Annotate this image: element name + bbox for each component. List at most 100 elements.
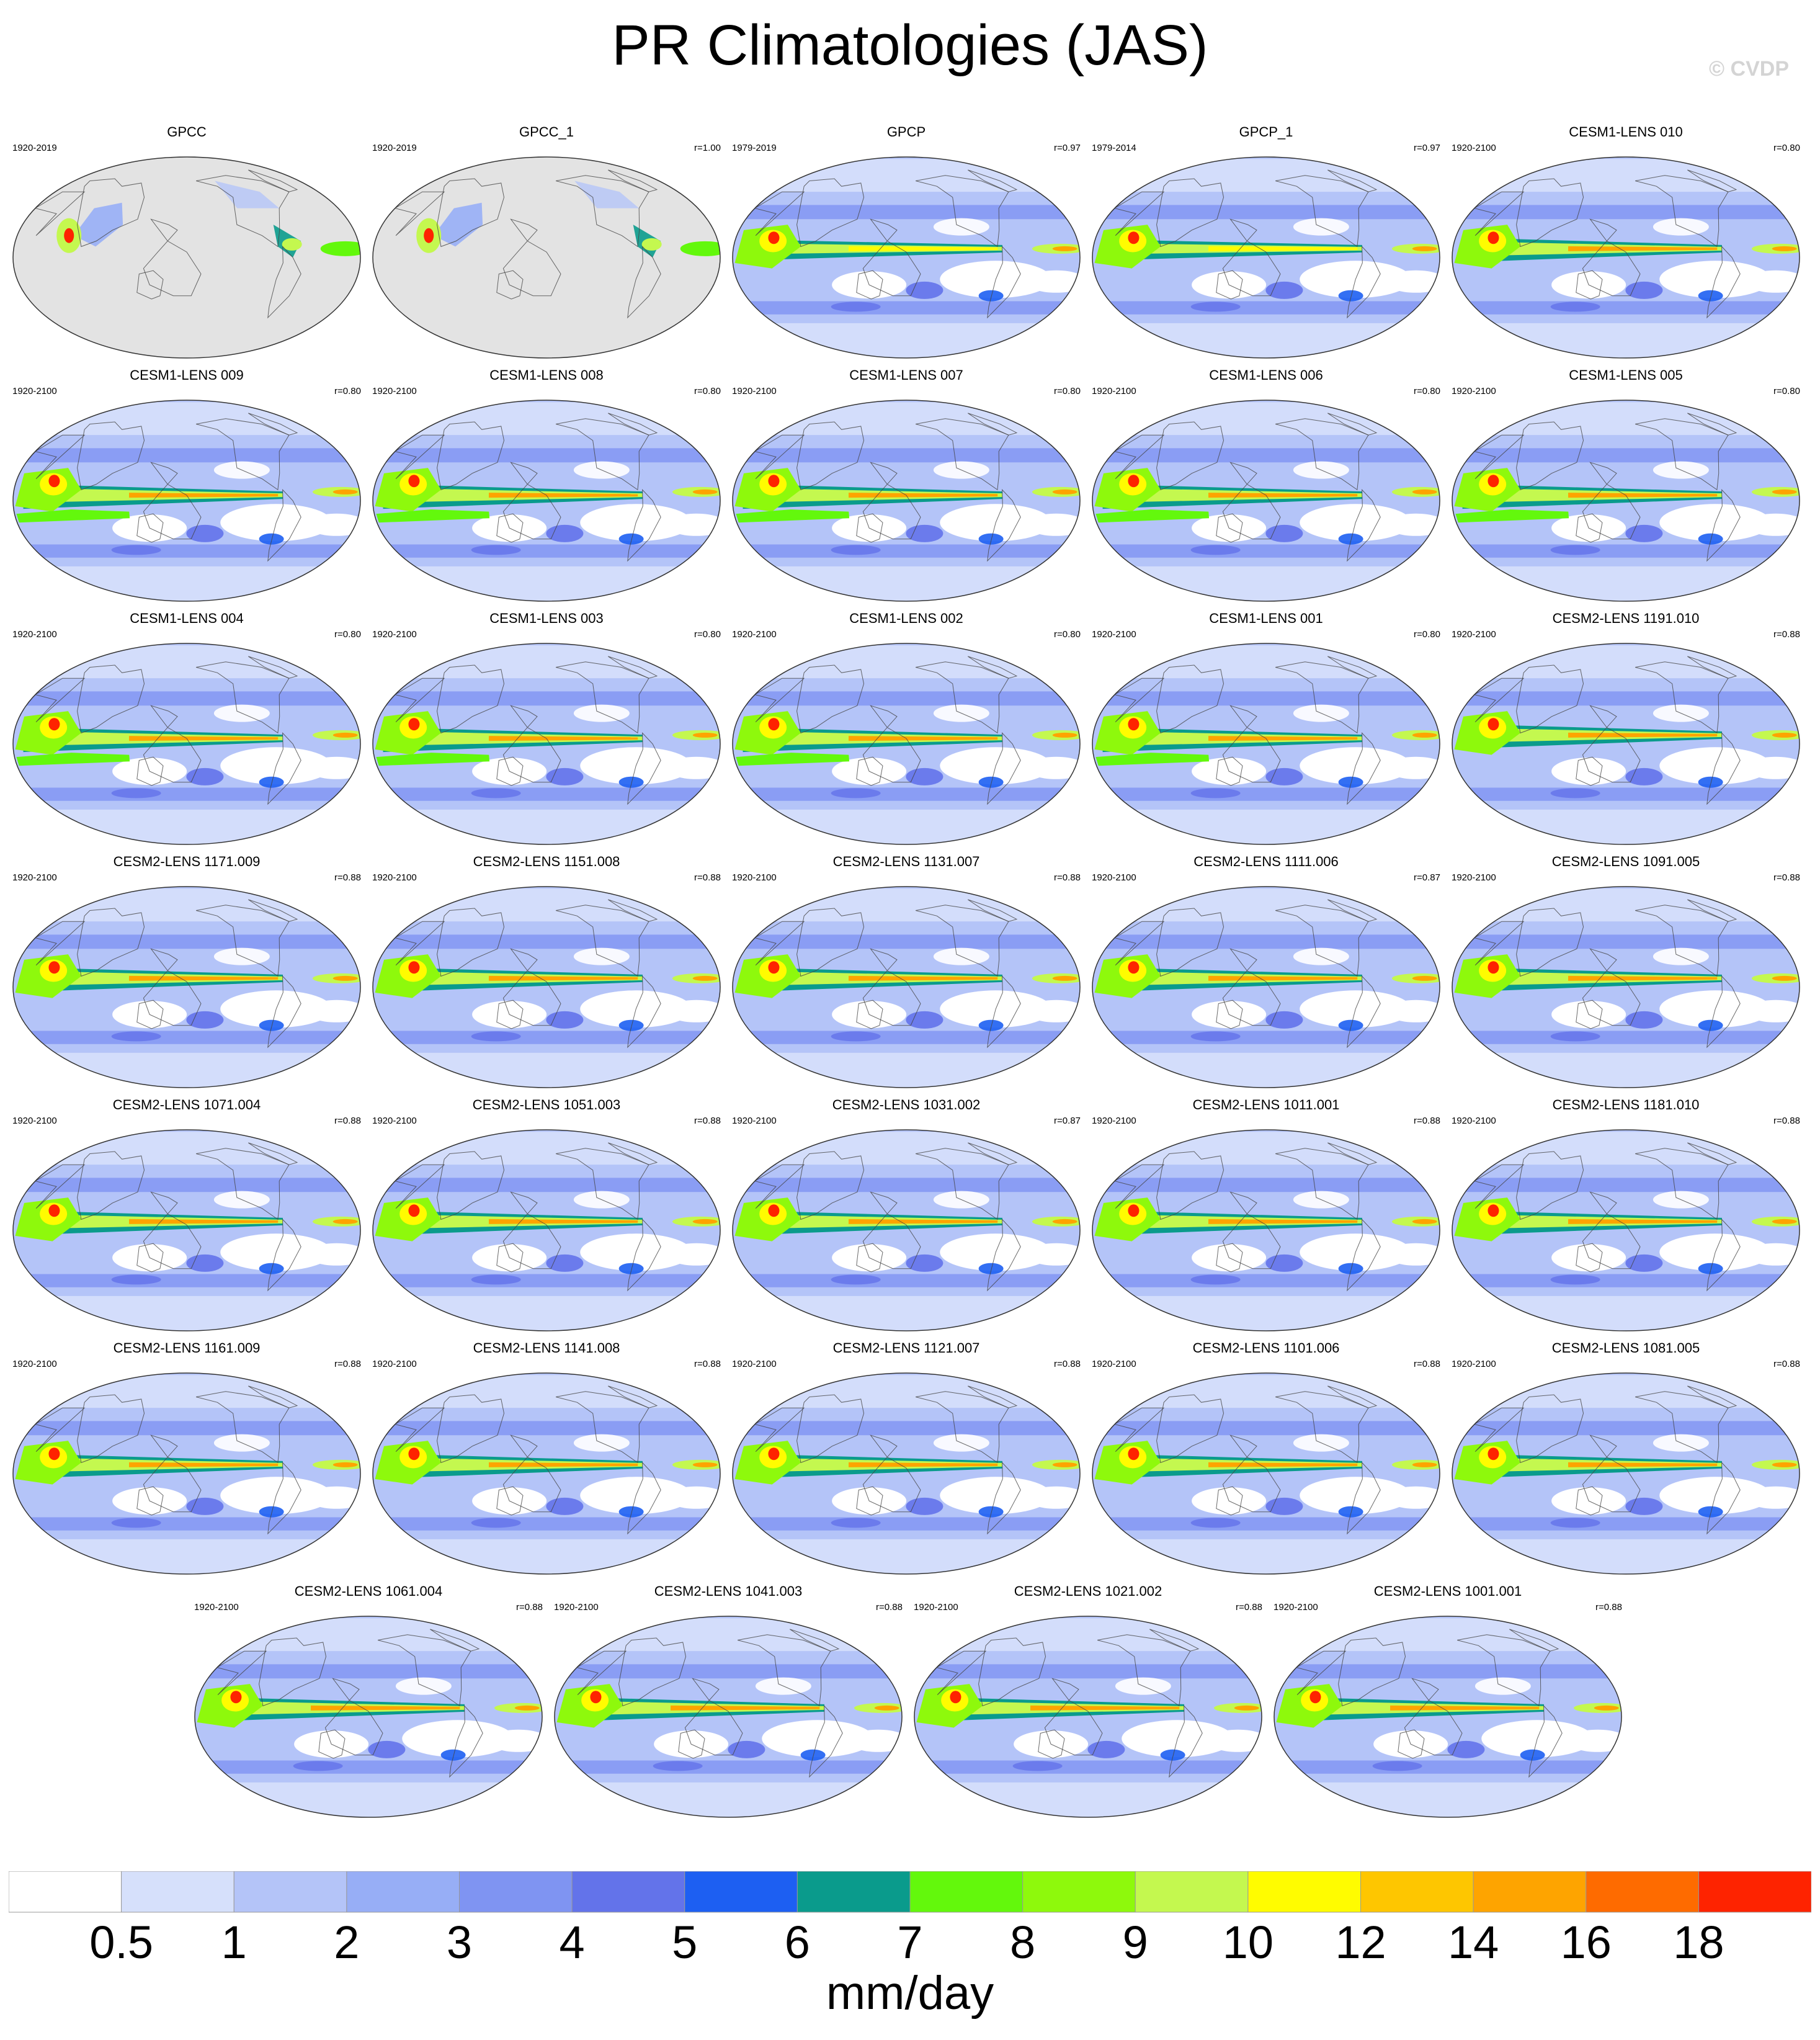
coastline <box>555 418 649 491</box>
precip-polar-north <box>1452 645 1800 679</box>
coastline <box>627 1462 661 1535</box>
itcz-band-core <box>489 1462 638 1467</box>
precip-storm-track-south <box>1092 787 1440 801</box>
precip-polar-south <box>373 1052 720 1088</box>
colorbar-swatch <box>571 1871 685 1913</box>
colorbar-tick-label: 2 <box>334 1917 359 1964</box>
map-field <box>1452 157 1800 358</box>
panel-correlation: r=0.80 <box>694 629 721 640</box>
panel-correlation: r=0.80 <box>1414 386 1440 396</box>
precip-spcz-south <box>1625 767 1663 785</box>
dry-zone-s-atlantic <box>1744 270 1800 293</box>
panel-title: GPCP_1 <box>1239 124 1293 140</box>
map-field <box>1452 400 1800 601</box>
precip-spcz-south <box>546 1497 584 1515</box>
panel-title: CESM2-LENS 1151.008 <box>473 854 620 869</box>
panel-correlation: r=0.88 <box>1414 1116 1440 1126</box>
coastline <box>987 1219 1021 1292</box>
monsoon-max <box>408 475 420 488</box>
precip-spcz-south <box>546 1011 584 1029</box>
map-panel: CESM1-LENS 009 1920-2100 r=0.80 <box>7 367 366 606</box>
itcz-band-core <box>1208 736 1358 741</box>
land-precip-asia <box>433 202 483 247</box>
precip-polar-south <box>555 1782 902 1817</box>
map-border <box>12 886 361 1088</box>
precip-blue-spot <box>1698 776 1723 788</box>
dry-zone-s-atlantic <box>1744 513 1800 536</box>
panel-years: 1920-2100 <box>372 1359 417 1369</box>
coastline <box>1404 1678 1463 1756</box>
coastline <box>1473 434 1525 480</box>
panel-correlation: r=0.87 <box>1054 1116 1081 1126</box>
coastline <box>248 1385 298 1408</box>
panel-years: 1920-2100 <box>1092 1116 1136 1126</box>
itcz-band-core <box>849 246 998 251</box>
panel-title: CESM2-LENS 1051.003 <box>472 1097 621 1112</box>
coastline <box>1222 462 1281 540</box>
coastline <box>1473 678 1525 723</box>
coastline <box>143 948 202 1026</box>
precip-storm-track-south <box>1092 1031 1440 1044</box>
coastline <box>1687 413 1737 436</box>
land-precip-central-america <box>641 238 662 251</box>
land-precip-north-america <box>574 181 640 208</box>
coastline <box>496 756 524 786</box>
monsoon-max <box>1488 1447 1499 1461</box>
precip-polar-north <box>1092 645 1440 679</box>
precip-atlantic-max <box>1052 975 1077 981</box>
map-field <box>13 643 360 844</box>
colorbar-swatch <box>909 1871 1024 1913</box>
coastline <box>555 1148 649 1220</box>
map-field <box>733 1373 1080 1574</box>
coastline <box>195 1391 290 1464</box>
itcz-band-core <box>311 1705 460 1711</box>
coastline <box>496 1486 524 1516</box>
precip-spcz-south <box>906 1011 943 1029</box>
monsoon-max <box>1128 475 1140 488</box>
coastline <box>195 175 290 248</box>
coastline <box>502 1434 561 1513</box>
precip-polar-south <box>733 1295 1080 1331</box>
precip-storm-track-north <box>1092 691 1440 706</box>
monsoon-max <box>408 961 420 974</box>
precip-storm-track-north <box>733 691 1080 706</box>
precip-atlantic-max <box>1772 489 1797 494</box>
panel-correlation: r=0.80 <box>1054 386 1081 396</box>
dry-zone-s-atlantic <box>1744 1486 1800 1509</box>
coastline <box>1706 1462 1741 1535</box>
precip-storm-track-north <box>733 1421 1080 1436</box>
precip-blue-spot <box>618 1506 644 1518</box>
monsoon-max <box>1128 1447 1140 1461</box>
precip-polar-north <box>1092 1132 1440 1165</box>
precip-storm-track-north <box>555 1664 902 1679</box>
precip-polar-south <box>1092 323 1440 358</box>
monsoon-max <box>48 961 60 974</box>
map-border <box>372 1372 721 1575</box>
coastline <box>1156 1394 1224 1464</box>
itcz-band-core <box>129 1219 279 1224</box>
precip-map <box>1452 886 1800 1088</box>
precip-polar-north <box>1092 402 1440 436</box>
precip-polar-north <box>733 402 1080 436</box>
coastline <box>862 705 921 783</box>
map-border <box>732 156 1081 359</box>
precip-polar-north <box>733 888 1080 922</box>
monsoon-max <box>408 718 420 731</box>
double-itcz-south <box>16 753 130 766</box>
panel-title: CESM1-LENS 003 <box>489 611 604 626</box>
precip-spcz-south <box>186 1254 224 1272</box>
itcz-band-core <box>489 493 638 498</box>
precip-polar-north <box>1452 159 1800 192</box>
precip-atlantic-max <box>332 1219 358 1224</box>
map-field <box>373 1373 720 1574</box>
coastline <box>968 1142 1018 1165</box>
panel-years: 1920-2100 <box>1452 386 1496 396</box>
precip-storm-track-south <box>13 787 360 801</box>
itcz-band-core <box>129 975 279 981</box>
precip-spcz-south <box>1265 1254 1303 1272</box>
precip-spcz-south <box>368 1740 406 1758</box>
precip-polar-north <box>1274 1618 1621 1652</box>
coastline <box>1156 664 1224 734</box>
precip-map <box>372 156 721 359</box>
coastline <box>1516 421 1584 491</box>
